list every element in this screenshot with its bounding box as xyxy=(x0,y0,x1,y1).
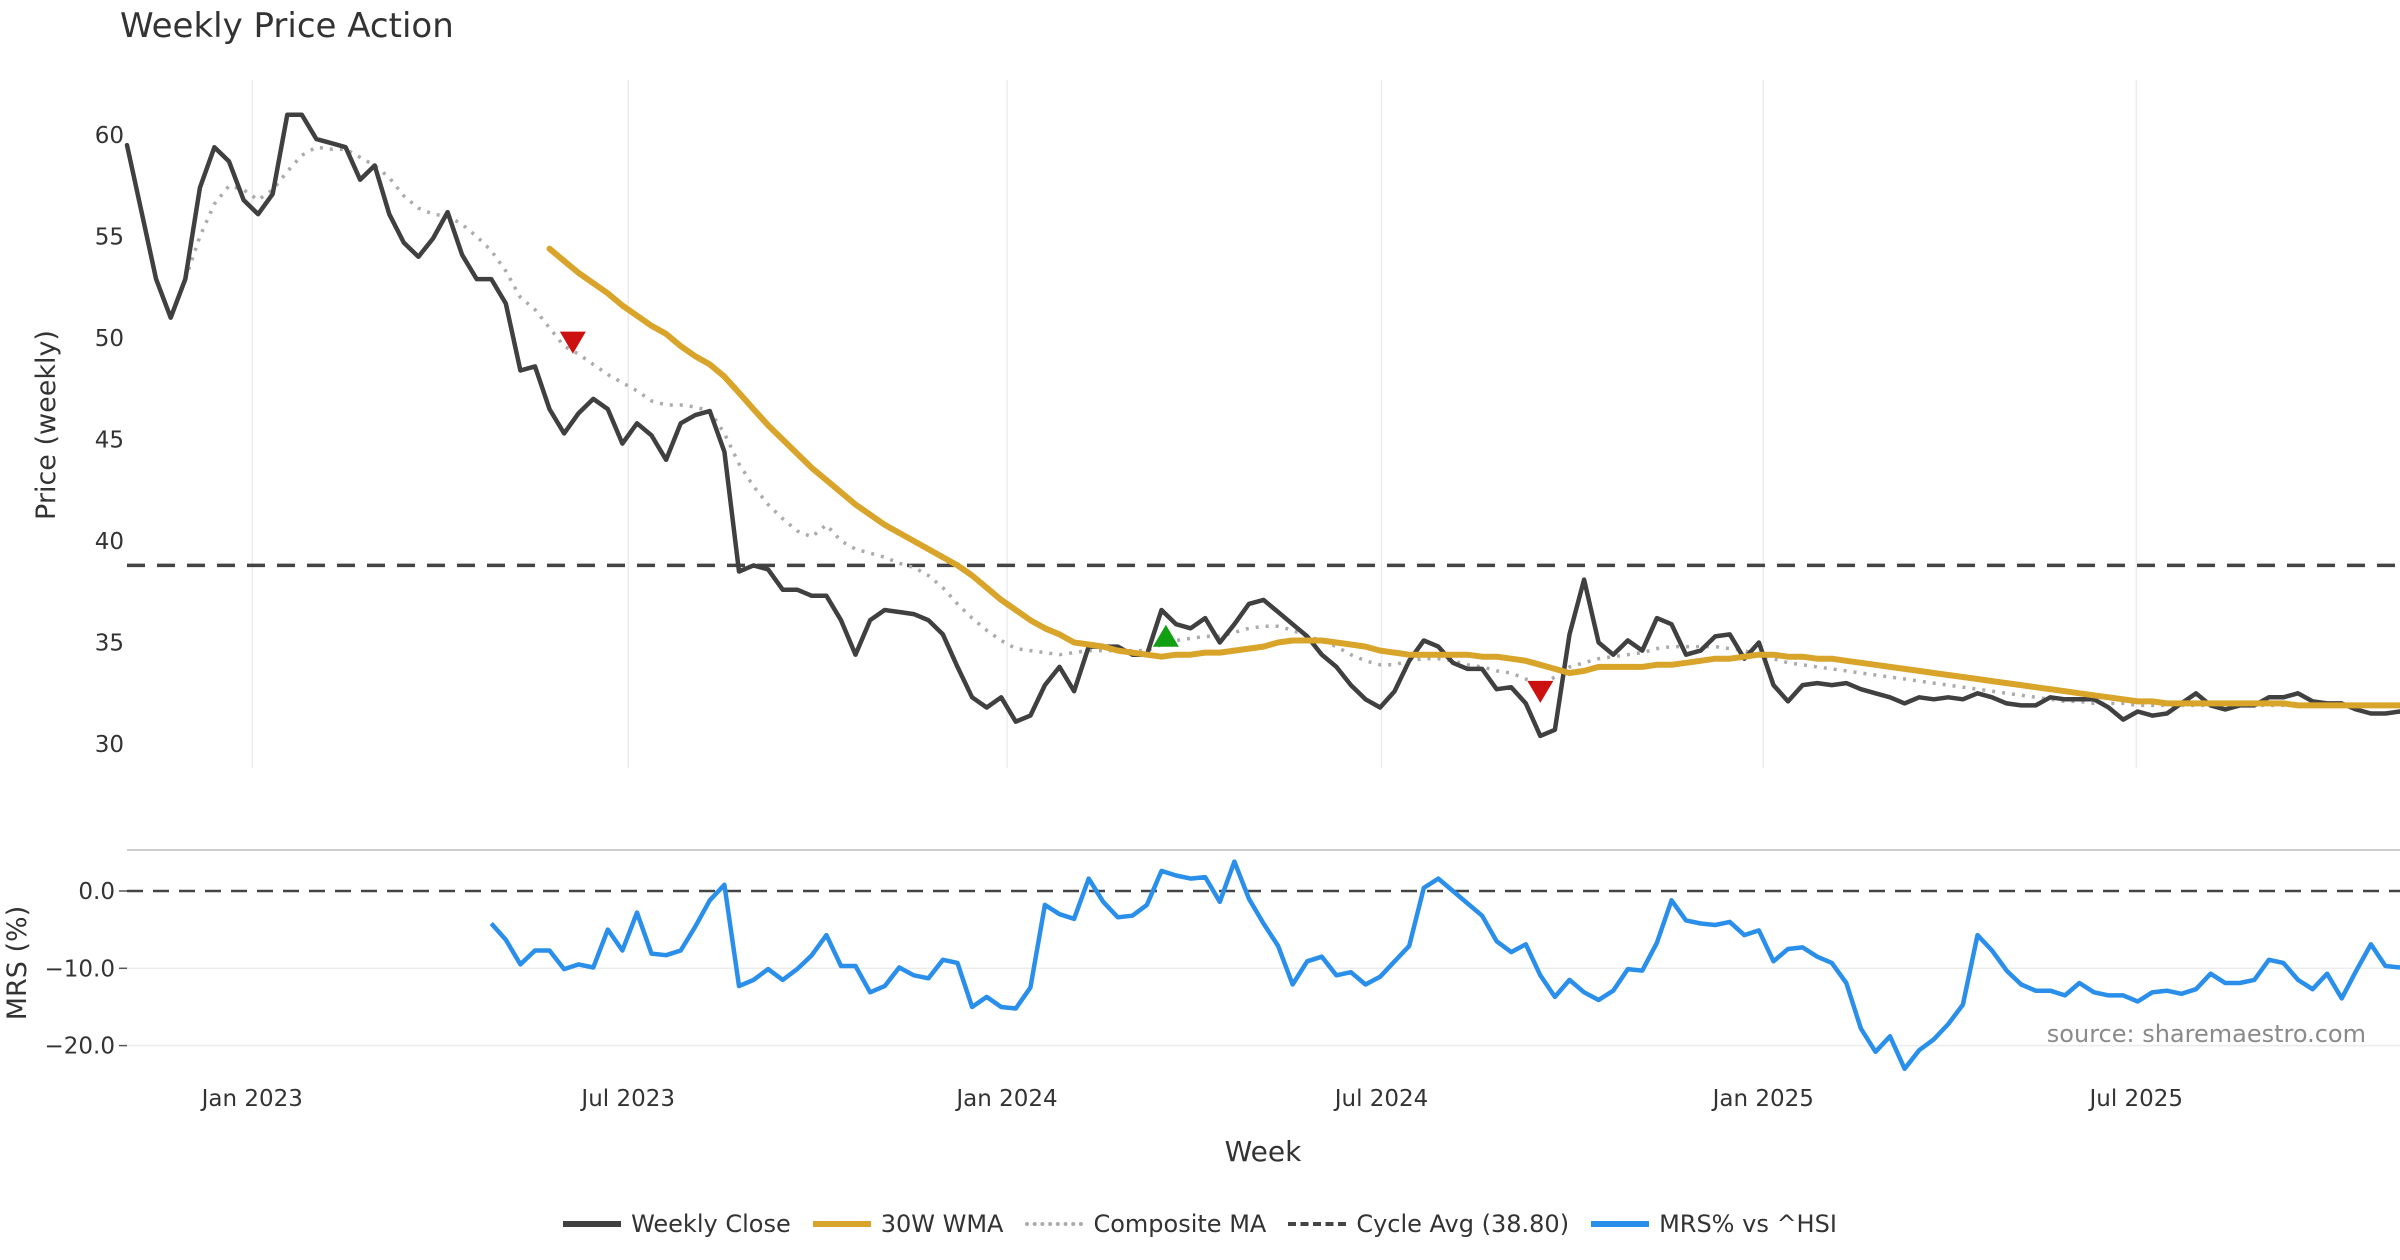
source-note: source: sharemaestro.com xyxy=(2046,1020,2366,1048)
x-tick-label: Jan 2023 xyxy=(200,1086,303,1112)
sell-signal-marker xyxy=(1527,680,1554,703)
buy-signal-marker xyxy=(1152,624,1179,647)
legend-item: Weekly Close xyxy=(563,1210,791,1238)
chart-title: Weekly Price Action xyxy=(120,6,454,46)
legend-item: 30W WMA xyxy=(812,1210,1004,1238)
legend-swatch xyxy=(1288,1222,1347,1226)
legend: Weekly Close 30W WMA Composite MA Cycle Avg… xyxy=(0,1210,2400,1238)
x-tick-label: Jul 2023 xyxy=(579,1086,675,1112)
sell-signal-marker xyxy=(559,331,586,354)
y-tick-label: 50 xyxy=(95,326,124,352)
y-tick-label: 35 xyxy=(95,631,124,657)
y-tick-label: 40 xyxy=(95,529,124,555)
legend-label: Cycle Avg (38.80) xyxy=(1356,1210,1570,1238)
series-30w-wma xyxy=(546,245,2400,709)
x-axis-label: Week xyxy=(1225,1135,1302,1168)
mrs-y-tick-label: −10.0 xyxy=(45,956,115,982)
series-weekly-close xyxy=(124,112,2400,739)
legend-item: MRS% vs ^HSI xyxy=(1591,1210,1837,1238)
series-mrs-vs-hsi xyxy=(489,859,2400,1072)
legend-swatch xyxy=(812,1221,871,1227)
y-tick-label: 60 xyxy=(95,123,124,149)
legend-item: Composite MA xyxy=(1025,1210,1266,1238)
series-composite-ma xyxy=(183,145,2342,708)
legend-swatch xyxy=(563,1221,622,1227)
legend-label: Weekly Close xyxy=(631,1210,791,1238)
y-tick-label: 55 xyxy=(95,225,124,251)
mrs-y-tick-label: 0.0 xyxy=(78,879,115,905)
x-tick-label: Jan 2024 xyxy=(954,1086,1057,1112)
mrs-y-tick-label: −20.0 xyxy=(45,1034,115,1060)
legend-label: Composite MA xyxy=(1093,1210,1267,1238)
legend-label: MRS% vs ^HSI xyxy=(1659,1210,1837,1238)
legend-swatch xyxy=(1025,1222,1084,1226)
legend-label: 30W WMA xyxy=(880,1210,1004,1238)
legend-swatch xyxy=(1591,1221,1650,1227)
y-tick-label: 30 xyxy=(95,732,124,758)
legend-item: Cycle Avg (38.80) xyxy=(1288,1210,1569,1238)
x-tick-label: Jul 2024 xyxy=(1333,1086,1429,1112)
x-tick-label: Jan 2025 xyxy=(1711,1086,1814,1112)
mrs-y-axis-label: MRS (%) xyxy=(2,906,33,1021)
y-tick-label: 45 xyxy=(95,428,124,454)
y-axis-label: Price (weekly) xyxy=(31,330,62,520)
x-tick-label: Jul 2025 xyxy=(2087,1086,2183,1112)
